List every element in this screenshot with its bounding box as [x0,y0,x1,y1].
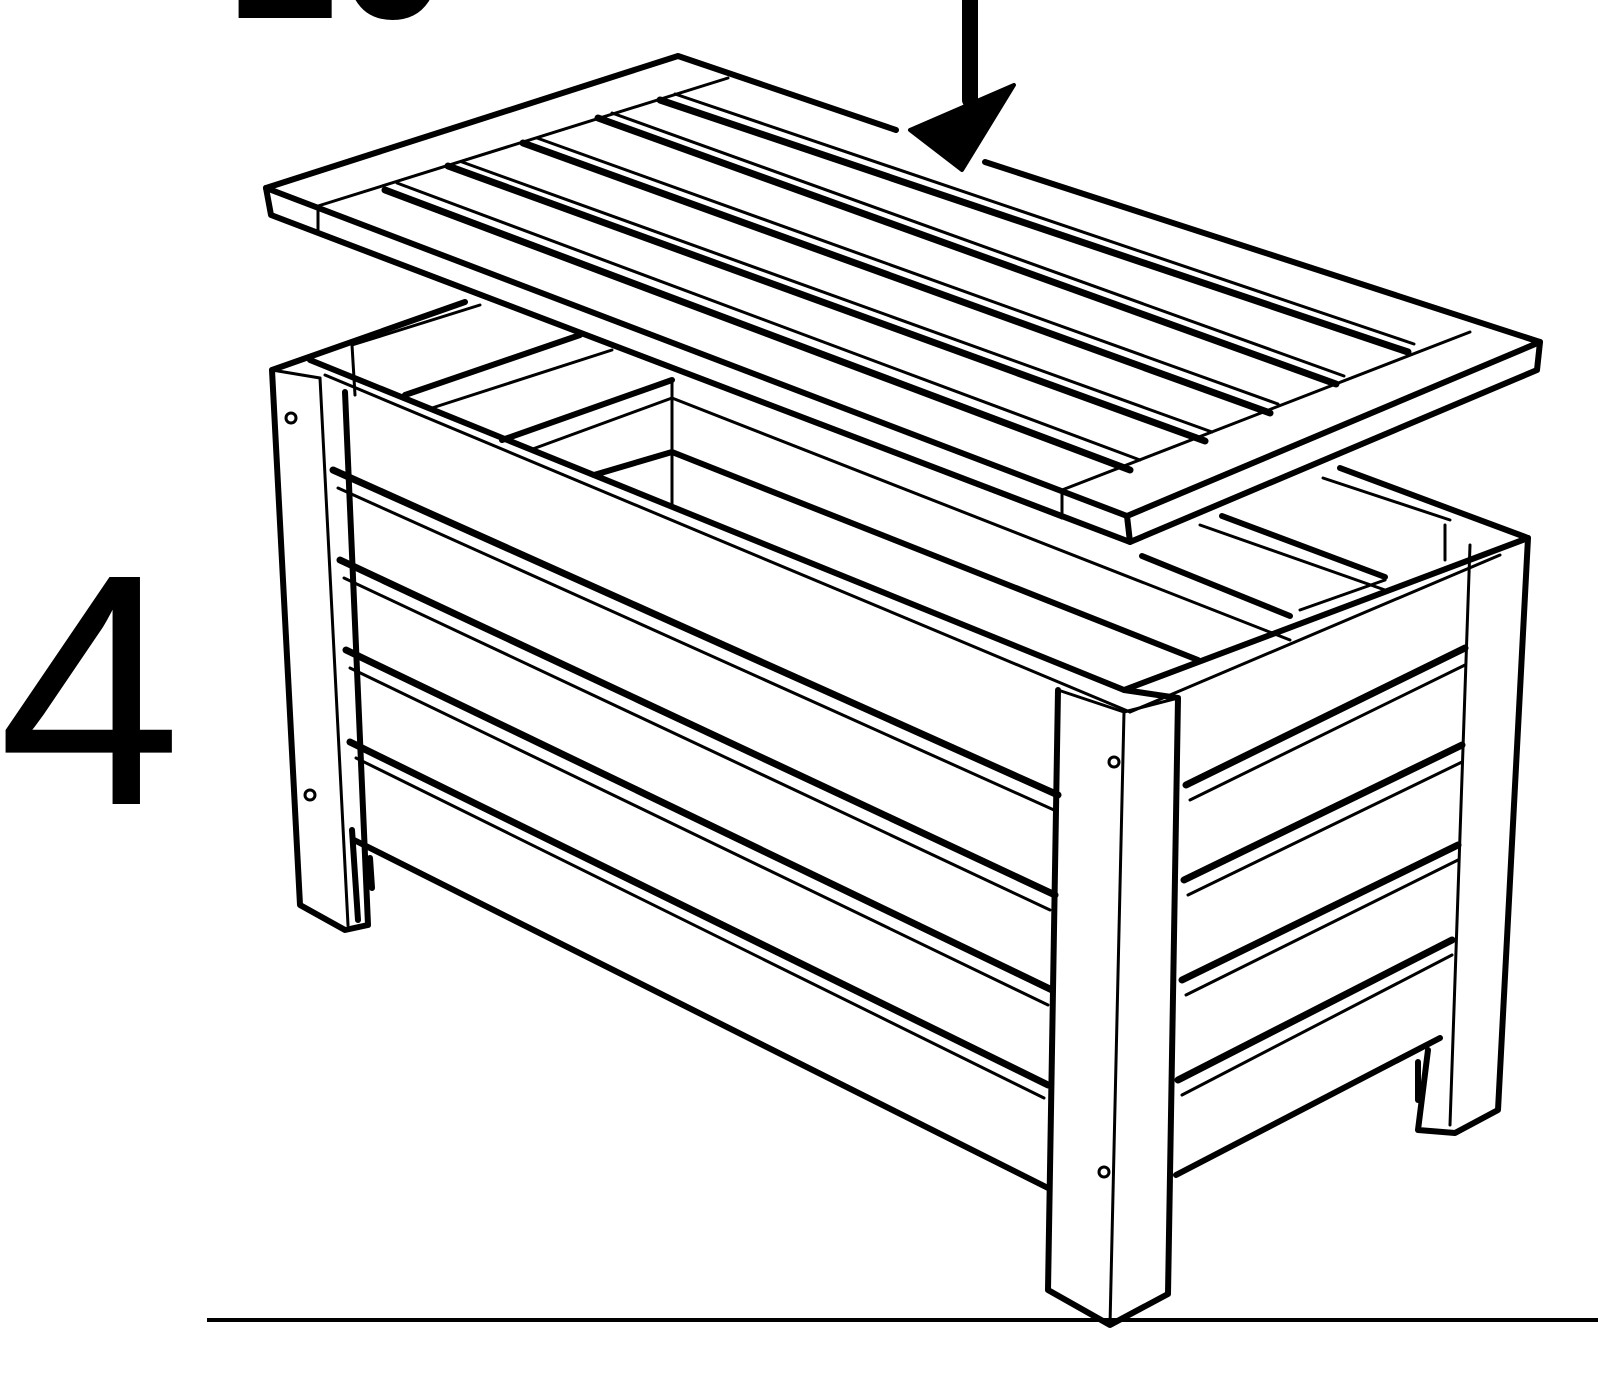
bottom-divider [207,1318,1598,1322]
step-number: 4 [0,505,182,874]
reference-number: 10 [226,0,448,50]
screw-holes [284,411,1121,1179]
down-arrow-icon [908,0,1016,172]
lid [263,53,1543,545]
storage-box [269,299,1531,1328]
